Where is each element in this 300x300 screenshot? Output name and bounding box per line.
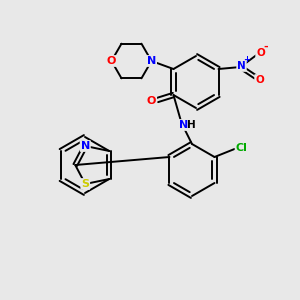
Text: +: + bbox=[243, 56, 250, 64]
Text: -: - bbox=[263, 42, 268, 52]
Text: S: S bbox=[81, 179, 89, 189]
Text: O: O bbox=[256, 48, 265, 58]
Text: Cl: Cl bbox=[236, 143, 247, 153]
Text: H: H bbox=[187, 120, 196, 130]
Text: N: N bbox=[179, 120, 188, 130]
Text: O: O bbox=[255, 75, 264, 85]
Text: N: N bbox=[147, 56, 156, 66]
Text: N: N bbox=[237, 61, 246, 71]
Text: N: N bbox=[81, 141, 90, 151]
Text: O: O bbox=[107, 56, 116, 66]
Text: O: O bbox=[147, 96, 156, 106]
